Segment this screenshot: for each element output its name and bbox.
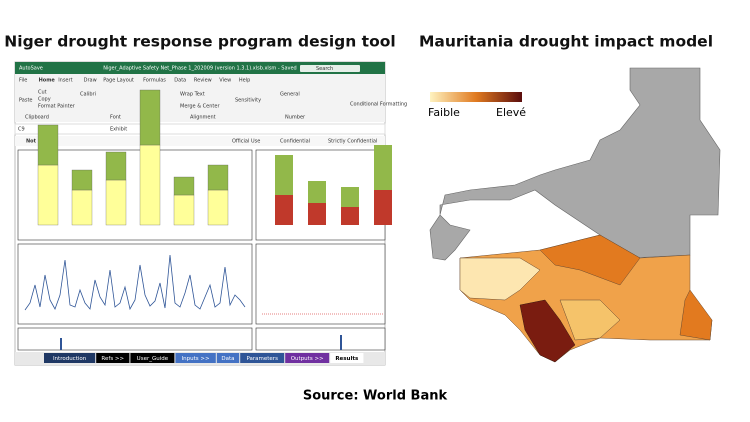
ribbon-tab[interactable]: Home <box>39 78 56 84</box>
bar-lower <box>173 194 195 226</box>
bar-lower <box>207 189 229 226</box>
ribbon-tab[interactable]: Formulas <box>143 78 166 84</box>
ribbon-tab[interactable]: Insert <box>58 78 72 84</box>
sheet-tab[interactable]: Parameters <box>246 356 278 362</box>
ribbon-item[interactable]: Number <box>285 115 306 121</box>
sheet-tab-bg[interactable] <box>96 353 130 363</box>
bar-lower <box>105 179 127 226</box>
sheet-tab[interactable]: Results <box>335 356 359 362</box>
search[interactable]: Search <box>316 66 333 72</box>
sheet-tab[interactable]: Data <box>221 356 234 362</box>
legend-low: Faible <box>428 106 460 119</box>
bar-lower <box>139 144 161 226</box>
ribbon-tab[interactable]: Help <box>239 78 250 84</box>
sheet-tab[interactable]: Outputs >> <box>291 356 324 362</box>
autosave[interactable]: AutoSave <box>19 66 43 72</box>
sheet-tab[interactable]: Inputs >> <box>182 356 210 362</box>
bar-upper <box>374 145 392 190</box>
sensitivity-label[interactable]: Strictly Confidential <box>328 139 377 145</box>
ribbon-tab[interactable]: Review <box>194 78 212 84</box>
sheet-tab-bg[interactable] <box>240 353 285 363</box>
cell-ref: C9 <box>18 127 25 133</box>
bar-upper <box>275 155 293 195</box>
sheet-tab-bg[interactable] <box>175 353 216 363</box>
ribbon-tab[interactable]: File <box>19 78 27 84</box>
source: Source: World Bank <box>303 389 448 404</box>
label-status: Not set <box>26 139 47 145</box>
sheet-tab-bg[interactable] <box>285 353 330 363</box>
bar-upper <box>139 89 161 146</box>
sheet-tab-bg[interactable] <box>330 353 364 363</box>
ribbon-item[interactable]: Merge & Center <box>180 104 220 110</box>
sheet-tab[interactable]: User_Guide <box>137 356 169 362</box>
sensitivity-label[interactable]: Confidential <box>280 139 310 145</box>
ribbon-item[interactable]: Sensitivity <box>235 98 261 104</box>
right-title: Mauritania drought impact model <box>419 33 713 51</box>
ribbon-item[interactable]: Format Painter <box>38 104 76 110</box>
ribbon-tab[interactable]: Draw <box>84 78 97 84</box>
left-title: Niger drought response program design to… <box>4 33 395 51</box>
ribbon-item[interactable]: Paste <box>19 98 33 104</box>
sheet-tab[interactable]: Introduction <box>53 356 87 362</box>
bar-upper <box>341 187 359 207</box>
excel-screenshot: AutoSave Niger_Adaptive Safety Net_Phase… <box>14 61 407 366</box>
bar-lower <box>341 207 359 225</box>
sensitivity-label[interactable]: Official Use <box>232 139 260 145</box>
bar-lower <box>308 203 326 225</box>
bar-lower <box>37 164 59 226</box>
ribbon-item[interactable]: Conditional Formatting <box>350 102 407 108</box>
bar-upper <box>105 151 127 181</box>
bar-upper <box>308 181 326 203</box>
ribbon-tab[interactable]: Data <box>174 78 186 84</box>
legend-high: Elevé <box>496 106 526 119</box>
sheet-tab-bg[interactable] <box>216 353 240 363</box>
ribbon-item[interactable]: Alignment <box>190 115 216 121</box>
sheet-tab-bg[interactable] <box>130 353 175 363</box>
bar-upper <box>207 164 229 191</box>
ribbon-tab[interactable]: View <box>219 78 231 84</box>
sheet-tab-bg[interactable] <box>44 353 96 363</box>
bar-upper <box>173 176 195 196</box>
bar-lower <box>374 190 392 225</box>
ribbon-item[interactable]: Calibri <box>80 92 96 98</box>
ribbon-item[interactable]: General <box>280 92 300 98</box>
ribbon-item[interactable]: Cut <box>38 90 47 96</box>
bar-upper <box>71 169 93 191</box>
ribbon-item[interactable]: Copy <box>38 97 51 103</box>
ribbon-item[interactable]: Clipboard <box>25 115 49 121</box>
sheet-tab[interactable]: Refs >> <box>101 356 124 362</box>
window-title: Niger_Adaptive Safety Net_Phase 1_202009… <box>103 66 296 72</box>
map: Faible Elevé <box>428 67 721 363</box>
bar-lower <box>275 195 293 225</box>
ribbon-tab[interactable]: Page Layout <box>103 78 134 84</box>
ribbon-item[interactable]: Wrap Text <box>180 92 205 98</box>
formula: Exhibit <box>110 127 127 133</box>
bar-upper <box>37 124 59 166</box>
bar-lower <box>71 189 93 226</box>
ribbon-item[interactable]: Font <box>110 115 121 121</box>
